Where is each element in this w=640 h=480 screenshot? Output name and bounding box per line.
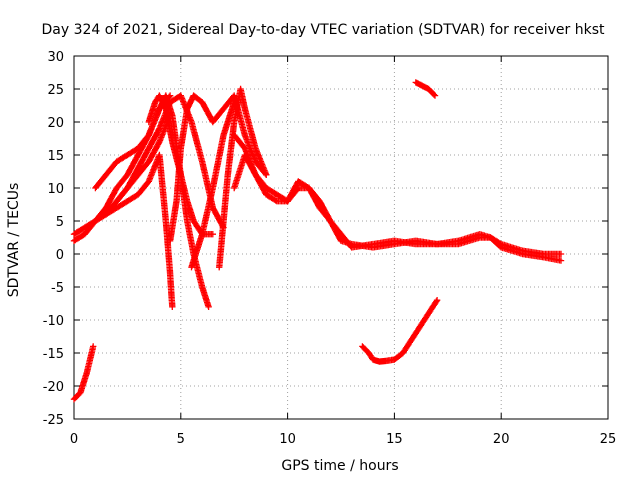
x-tick-label: 0 [70,432,78,447]
y-tick-label: 0 [56,248,64,263]
y-tick-label: 10 [47,182,64,197]
x-tick-label: 15 [386,432,403,447]
x-axis-label: GPS time / hours [281,458,398,474]
plot-frame [73,55,609,420]
chart-title: Day 324 of 2021, Sidereal Day-to-day VTE… [42,22,605,38]
y-tick-label: -20 [43,380,64,395]
data-series-arc-12 [231,132,565,264]
data-series-arc-1 [70,343,97,403]
data-layer [70,79,565,403]
data-series-arc-9 [188,99,238,271]
y-tick-label: -10 [43,314,64,329]
y-tick-label: 30 [47,50,64,65]
y-tick-label: 15 [47,149,64,164]
data-series-arc-13 [359,297,441,365]
y-axis-label: SDTVAR / TECUs [6,183,22,298]
y-tick-label: -25 [43,413,64,428]
data-series-arc-14 [412,79,439,99]
x-tick-label: 5 [177,432,185,447]
x-tick-label: 20 [493,432,510,447]
y-tick-label: 5 [56,215,64,230]
axis-ticks: 0 5 10 15 20 25 -25 -20 -15 -10 -5 0 5 10 15 20 25 30 [43,50,617,447]
y-tick-label: 20 [47,116,64,131]
plot-area [73,55,609,420]
x-tick-label: 10 [279,432,296,447]
y-tick-label: 25 [47,83,64,98]
data-series-arc-10 [216,85,270,271]
y-tick-label: -15 [43,347,64,362]
x-tick-label: 25 [600,432,617,447]
data-series-arc-8 [166,92,270,244]
y-tick-label: -5 [51,281,64,296]
